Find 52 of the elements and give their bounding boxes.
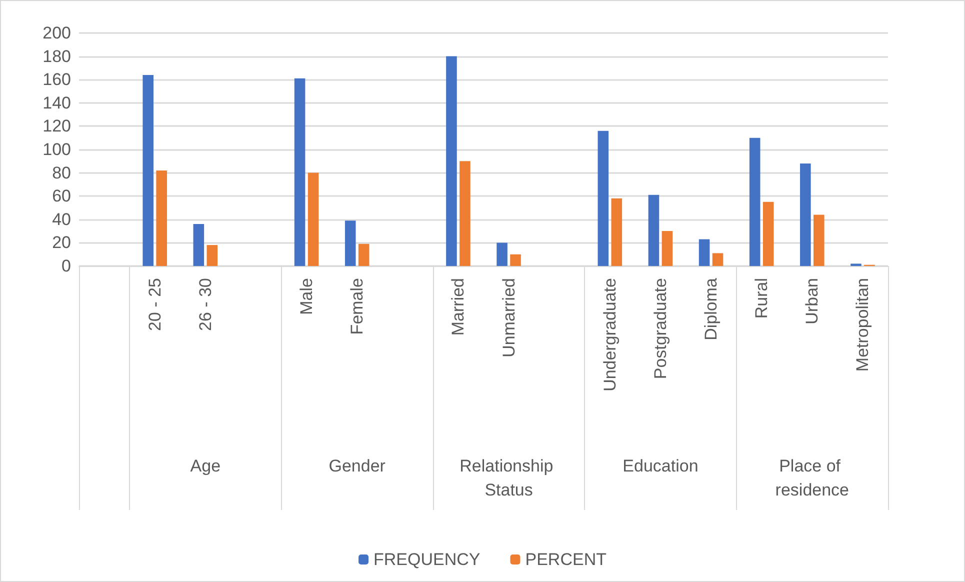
bar — [206, 245, 218, 266]
legend-label: FREQUENCY — [374, 550, 480, 569]
y-tick-label: 40 — [52, 210, 71, 229]
text: Gender — [328, 456, 386, 476]
y-tick-label: 20 — [52, 233, 71, 252]
x-tick-label: Urban — [802, 278, 822, 324]
bar — [344, 220, 356, 266]
bar — [446, 56, 457, 266]
legend-label: PERCENT — [525, 550, 606, 569]
y-tick-label: 160 — [42, 70, 71, 90]
x-tick-label: 26 - 30 — [196, 278, 215, 331]
x-tick-label: Postgraduate — [650, 278, 670, 380]
text: Place of residence — [775, 456, 850, 500]
x-tick-label: Metropolitan — [853, 278, 872, 372]
bar — [358, 244, 370, 266]
bar — [294, 78, 306, 266]
text: Education — [622, 456, 698, 476]
x-tick-label: 20 - 25 — [145, 278, 164, 331]
bar — [712, 253, 724, 266]
bar — [142, 74, 154, 266]
bar — [749, 138, 760, 266]
x-tick-label: Undergraduate — [600, 278, 620, 392]
bar — [698, 239, 710, 266]
y-tick-label: 0 — [62, 256, 71, 276]
bar — [598, 130, 609, 266]
bar — [814, 214, 824, 266]
x-tick-label: Rural — [752, 278, 772, 319]
bar — [762, 202, 774, 266]
x-tick-label: Male — [297, 278, 316, 315]
y-tick-label: 80 — [52, 163, 71, 182]
text: Relationship Status — [460, 456, 558, 500]
bar — [510, 254, 521, 266]
text: Age — [190, 456, 221, 476]
y-tick-label: 100 — [42, 140, 71, 159]
y-tick-label: 180 — [42, 46, 71, 66]
bar — [193, 224, 204, 266]
x-tick-label: Married — [448, 278, 468, 336]
y-tick-label: 200 — [42, 24, 71, 42]
bar — [800, 163, 811, 266]
y-tick-label: 60 — [52, 186, 71, 206]
x-tick-label: Diploma — [702, 277, 721, 340]
x-tick-label: Unmarried — [499, 278, 518, 358]
bar — [662, 231, 673, 266]
y-tick-label: 140 — [42, 93, 71, 112]
bar — [308, 172, 319, 266]
y-tick-label: 120 — [42, 116, 71, 136]
bar — [648, 194, 660, 266]
bar — [460, 161, 470, 266]
x-tick-label: Female — [348, 278, 367, 335]
bar — [611, 198, 622, 266]
bar — [156, 170, 167, 266]
bar — [496, 242, 508, 266]
